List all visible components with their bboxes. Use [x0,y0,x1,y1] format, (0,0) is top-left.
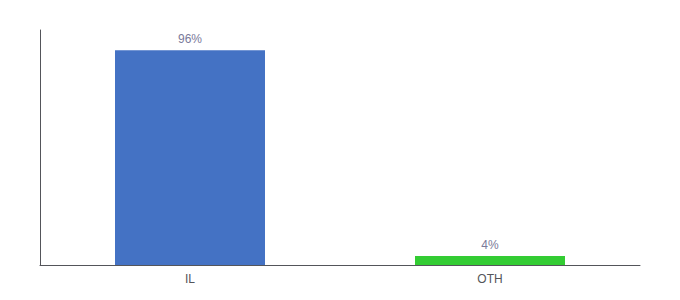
svg-text:OTH: OTH [477,272,502,286]
svg-text:96%: 96% [178,32,202,46]
svg-text:IL: IL [185,272,195,286]
svg-text:4%: 4% [481,238,499,252]
